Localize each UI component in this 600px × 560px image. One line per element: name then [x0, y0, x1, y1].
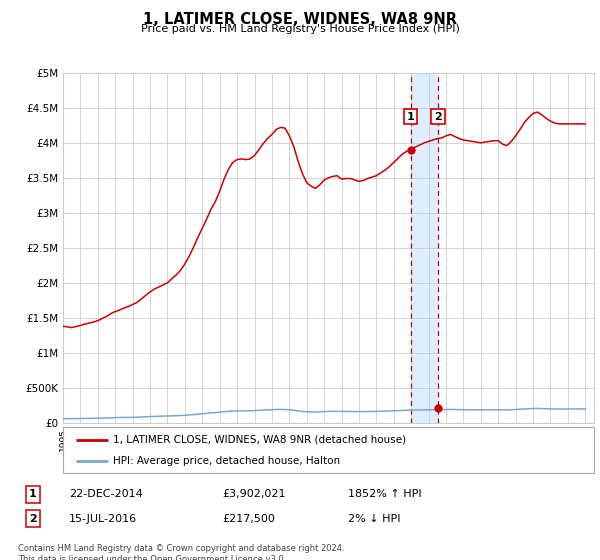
- Text: 1, LATIMER CLOSE, WIDNES, WA8 9NR: 1, LATIMER CLOSE, WIDNES, WA8 9NR: [143, 12, 457, 27]
- Text: £3,902,021: £3,902,021: [222, 489, 286, 500]
- Text: 2: 2: [434, 111, 442, 122]
- Text: £217,500: £217,500: [222, 514, 275, 524]
- Text: 2% ↓ HPI: 2% ↓ HPI: [348, 514, 401, 524]
- Text: 1: 1: [407, 111, 415, 122]
- Bar: [410, 73, 438, 423]
- Text: Price paid vs. HM Land Registry's House Price Index (HPI): Price paid vs. HM Land Registry's House …: [140, 24, 460, 34]
- Text: HPI: Average price, detached house, Halton: HPI: Average price, detached house, Halt…: [113, 456, 341, 466]
- Text: 1, LATIMER CLOSE, WIDNES, WA8 9NR (detached house): 1, LATIMER CLOSE, WIDNES, WA8 9NR (detac…: [113, 435, 407, 445]
- Text: 22-DEC-2014: 22-DEC-2014: [69, 489, 143, 500]
- Text: Contains HM Land Registry data © Crown copyright and database right 2024.
This d: Contains HM Land Registry data © Crown c…: [18, 544, 344, 560]
- Text: 2: 2: [29, 514, 37, 524]
- Text: 1852% ↑ HPI: 1852% ↑ HPI: [348, 489, 422, 500]
- Text: 15-JUL-2016: 15-JUL-2016: [69, 514, 137, 524]
- Text: 1: 1: [29, 489, 37, 500]
